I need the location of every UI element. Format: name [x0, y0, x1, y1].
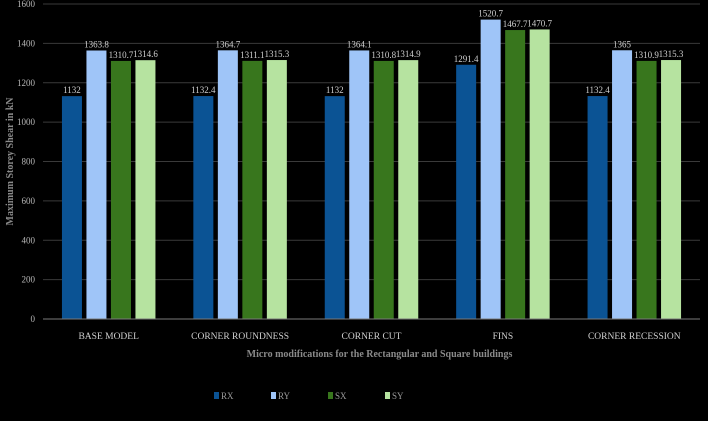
data-label: 1132.4 [191, 85, 216, 95]
bar-ry [480, 19, 501, 320]
x-tick-label: CORNER CUT [342, 332, 402, 342]
legend-label: SX [335, 391, 347, 401]
legend: RX RY SX SY [214, 391, 404, 401]
data-label: 1315.3 [264, 49, 289, 59]
x-tick-label: BASE MODEL [78, 332, 139, 342]
legend-swatch [385, 392, 390, 399]
y-axis-title: Maximum Storey Shear in kN [5, 97, 16, 226]
data-label: 1291.4 [454, 54, 479, 64]
y-tick-label: 200 [22, 275, 36, 285]
bar-sy [135, 60, 156, 320]
y-tick-label: 1200 [17, 78, 36, 88]
data-label: 1132 [63, 85, 81, 95]
data-label: 1311.1 [240, 50, 264, 60]
legend-swatch [214, 392, 219, 399]
y-tick-label: 600 [22, 196, 36, 206]
bar-sx [242, 60, 263, 319]
data-label: 1364.7 [215, 39, 240, 49]
x-tick-label: CORNER ROUNDNESS [191, 332, 289, 342]
y-tick-label: 1000 [17, 117, 36, 127]
data-label: 1314.9 [396, 49, 421, 59]
data-label: 1467.7 [503, 19, 528, 29]
data-label: 1364.1 [347, 39, 372, 49]
data-label: 1470.7 [527, 18, 552, 28]
x-axis-categories: BASE MODEL CORNER ROUNDNESS CORNER CUT FINS… [78, 332, 680, 342]
bar-rx [587, 96, 608, 319]
bar-rx [61, 96, 82, 319]
bar-ry [612, 50, 633, 319]
x-axis-title: Micro modifications for the Rectangular … [247, 349, 513, 360]
data-label: 1314.6 [133, 49, 158, 59]
bar-sx [110, 60, 131, 320]
y-tick-label: 800 [22, 157, 36, 167]
bars [61, 19, 682, 320]
legend-label: SY [392, 391, 404, 401]
bar-ry [349, 50, 370, 320]
legend-label: RX [221, 391, 234, 401]
data-label: 1132.4 [585, 85, 610, 95]
data-label: 1310.9 [634, 50, 659, 60]
x-tick-label: CORNER RECESSION [588, 332, 681, 342]
data-label: 1132 [326, 85, 344, 95]
y-axis-ticks: 0 200 400 600 800 1000 1200 1400 1600 [17, 0, 36, 324]
bar-sy [661, 60, 682, 319]
bar-sx [505, 30, 526, 319]
bar-sx [636, 60, 657, 319]
data-label: 1310.8 [371, 50, 396, 60]
bar-ry [217, 50, 238, 320]
bar-rx [456, 64, 477, 320]
bar-rx [193, 96, 214, 319]
y-tick-label: 1600 [17, 0, 36, 9]
data-label: 1520.7 [478, 9, 503, 19]
y-tick-label: 400 [22, 235, 36, 245]
bar-ry [86, 50, 107, 320]
legend-swatch [271, 392, 276, 399]
bar-sy [529, 29, 550, 320]
legend-swatch [328, 392, 333, 399]
data-label: 1315.3 [659, 49, 684, 59]
bar-sx [373, 60, 394, 319]
bar-sy [266, 60, 287, 319]
data-label: 1310.7 [109, 50, 134, 60]
data-label: 1365 [613, 39, 632, 49]
data-label: 1363.8 [84, 40, 109, 50]
y-tick-label: 0 [31, 314, 36, 324]
y-tick-label: 1400 [17, 38, 36, 48]
bar-sy [398, 60, 419, 320]
bar-rx [324, 96, 345, 319]
x-tick-label: FINS [493, 332, 514, 342]
legend-label: RY [278, 391, 291, 401]
